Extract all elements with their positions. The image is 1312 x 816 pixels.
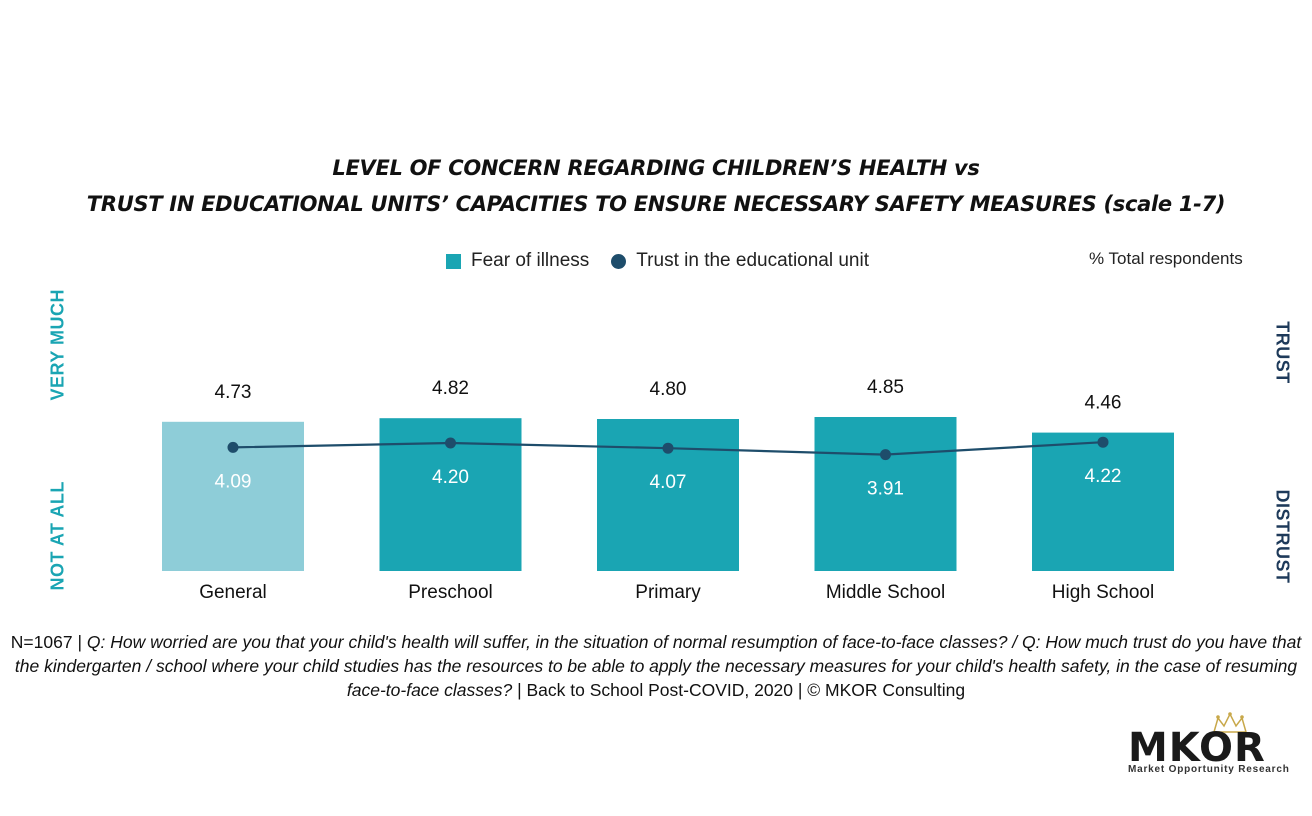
category-label-4: High School — [1052, 582, 1154, 603]
bar-value-label-1: 4.82 — [432, 378, 469, 399]
category-label-0: General — [199, 582, 267, 603]
legend: Fear of illness Trust in the educational… — [446, 250, 869, 272]
legend-bar-swatch — [446, 253, 461, 269]
category-label-3: Middle School — [826, 582, 945, 603]
chart-title-line-2: TRUST IN EDUCATIONAL UNITS’ CAPACITIES T… — [86, 192, 1226, 216]
bar-4 — [1032, 432, 1174, 571]
category-label-1: Preschool — [408, 582, 493, 603]
respondents-note: % Total respondents — [1089, 249, 1243, 268]
trust-point-1 — [445, 437, 456, 449]
trust-point-4 — [1097, 436, 1109, 448]
bar-2 — [597, 419, 739, 571]
trust-value-label-0: 4.09 — [215, 471, 252, 492]
bar-3 — [814, 417, 957, 571]
chart-title: LEVEL OF CONCERN REGARDING CHILDREN’S HE… — [0, 150, 1312, 222]
footnote-suffix: | Back to School Post-COVID, 2020 | © MK… — [512, 680, 966, 700]
legend-bar-label: Fear of illness — [471, 250, 590, 271]
footnote-questions: Q: How worried are you that your child's… — [14, 632, 1302, 700]
logo-tagline: Market Opportunity Research — [1128, 764, 1290, 775]
crown-icon — [1213, 712, 1247, 733]
trust-point-3 — [880, 449, 891, 461]
trust-point-0 — [227, 441, 239, 453]
trust-value-label-1: 4.20 — [432, 467, 469, 488]
bar-value-label-3: 4.85 — [867, 377, 904, 398]
bar-value-label-4: 4.46 — [1085, 393, 1122, 414]
bar-value-label-0: 4.73 — [215, 382, 252, 403]
footnote-prefix: N=1067 | — [10, 632, 87, 652]
logo-wordmark: MKOR — [1128, 725, 1266, 771]
category-label-2: Primary — [635, 582, 701, 603]
footnote: N=1067 | Q: How worried are you that you… — [0, 630, 1312, 702]
mkor-logo: MKOR Market Opportunity Research — [1126, 712, 1289, 778]
trust-value-label-4: 4.22 — [1085, 466, 1122, 487]
chart-title-line-1: LEVEL OF CONCERN REGARDING CHILDREN’S HE… — [332, 156, 980, 180]
legend-line-swatch — [611, 253, 627, 269]
trust-value-label-2: 4.07 — [650, 472, 687, 493]
legend-line-label: Trust in the educational unit — [636, 250, 869, 271]
trust-point-2 — [662, 442, 674, 454]
chart-plot: 4.73 General 4.82 Preschool 4.80 Primary 4.85 M… — [162, 377, 1174, 603]
trust-value-label-3: 3.91 — [867, 479, 904, 500]
bar-value-label-2: 4.80 — [650, 379, 687, 400]
